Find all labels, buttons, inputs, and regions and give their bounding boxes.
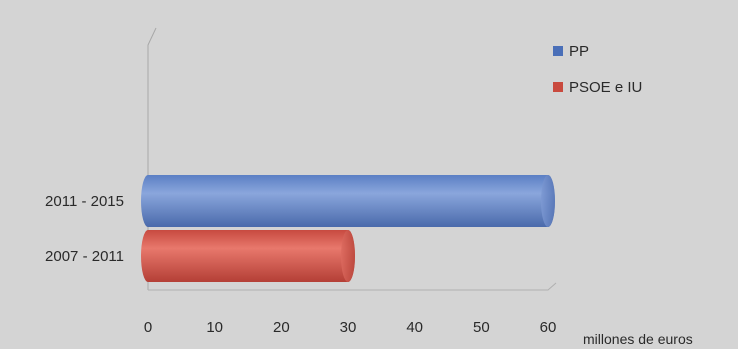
category-label: 2007 - 2011 xyxy=(45,248,124,265)
x-tick-label: 10 xyxy=(206,319,223,336)
x-tick-label: 60 xyxy=(540,319,557,336)
bar-psoe-e-iu xyxy=(141,230,355,282)
category-labels: 2011 - 2015 2007 - 2011 xyxy=(45,193,124,265)
bar-cap-psoe-e-iu xyxy=(341,230,355,282)
x-tick-label: 20 xyxy=(273,319,290,336)
x-tick-label: 0 xyxy=(144,319,152,336)
legend-item-pp: PP xyxy=(553,40,642,62)
legend-item-psoe-iu: PSOE e IU xyxy=(553,76,642,98)
x-tick-labels: 0 10 20 30 40 50 60 xyxy=(144,319,557,336)
floor-line xyxy=(148,282,557,291)
x-tick-label: 40 xyxy=(406,319,423,336)
legend-swatch-pp xyxy=(553,46,563,56)
bars-group xyxy=(141,175,555,282)
bar-cap-pp xyxy=(541,175,555,227)
x-tick-label: 50 xyxy=(473,319,490,336)
legend-swatch-psoe-iu xyxy=(553,82,563,92)
category-label: 2011 - 2015 xyxy=(45,193,124,210)
x-axis-label: millones de euros xyxy=(583,331,693,347)
legend-label-psoe-iu: PSOE e IU xyxy=(569,78,643,96)
bar-pp xyxy=(141,175,555,227)
legend: PP PSOE e IU xyxy=(553,40,642,112)
legend-label-pp: PP xyxy=(569,42,590,60)
x-tick-label: 30 xyxy=(340,319,357,336)
